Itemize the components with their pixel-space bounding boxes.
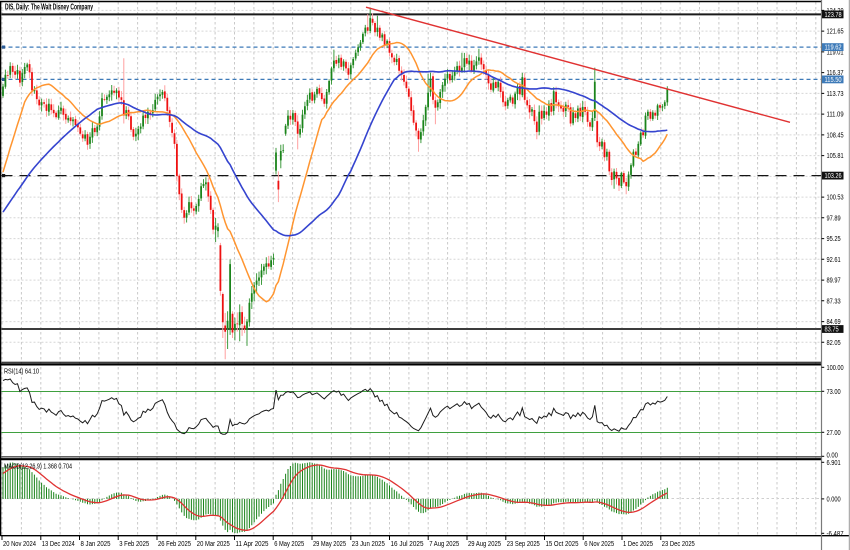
svg-text:MACD(12,26,9) 1.368 0.704: MACD(12,26,9) 1.368 0.704 — [4, 462, 72, 471]
svg-text:20 Mar 2025: 20 Mar 2025 — [197, 539, 230, 548]
svg-text:0.00: 0.00 — [827, 451, 838, 460]
svg-text:26 Feb 2025: 26 Feb 2025 — [158, 539, 191, 548]
svg-text:87.33: 87.33 — [827, 296, 841, 305]
svg-text:8 Jan 2025: 8 Jan 2025 — [81, 539, 111, 548]
svg-text:73.00: 73.00 — [827, 387, 841, 396]
svg-text:23 Dec 2025: 23 Dec 2025 — [662, 539, 695, 548]
svg-text:100.00: 100.00 — [827, 363, 844, 372]
svg-text:23 Sep 2025: 23 Sep 2025 — [507, 539, 540, 548]
svg-text:0.000: 0.000 — [827, 495, 841, 504]
svg-text:6 Nov 2025: 6 Nov 2025 — [584, 539, 614, 548]
svg-text:20 Nov 2024: 20 Nov 2024 — [3, 539, 36, 548]
svg-text:103.26: 103.26 — [825, 171, 842, 180]
svg-text:115.50: 115.50 — [825, 75, 842, 84]
svg-text:11 Apr 2025: 11 Apr 2025 — [236, 539, 269, 548]
svg-text:89.97: 89.97 — [827, 276, 841, 285]
svg-text:6 May 2025: 6 May 2025 — [274, 539, 304, 548]
svg-text:105.81: 105.81 — [827, 151, 844, 160]
svg-text:113.73: 113.73 — [827, 89, 844, 98]
svg-text:121.65: 121.65 — [827, 27, 844, 36]
svg-text:DIS, Daily: The Walt Disney C: DIS, Daily: The Walt Disney Company — [5, 2, 93, 11]
svg-text:1 Dec 2025: 1 Dec 2025 — [623, 539, 653, 548]
svg-text:92.61: 92.61 — [827, 255, 841, 264]
svg-text:108.45: 108.45 — [827, 131, 844, 140]
svg-text:111.09: 111.09 — [827, 110, 844, 119]
svg-text:13 Dec 2024: 13 Dec 2024 — [42, 539, 75, 548]
svg-text:23 Jun 2025: 23 Jun 2025 — [352, 539, 385, 548]
svg-text:29 Aug 2025: 29 Aug 2025 — [468, 539, 501, 548]
svg-text:29 May 2025: 29 May 2025 — [313, 539, 346, 548]
svg-text:-6.487: -6.487 — [827, 529, 844, 538]
svg-text:16 Jul 2025: 16 Jul 2025 — [391, 539, 424, 548]
svg-text:7 Aug 2025: 7 Aug 2025 — [429, 539, 459, 548]
svg-text:119.01: 119.01 — [827, 48, 844, 57]
svg-text:116.37: 116.37 — [827, 68, 844, 77]
svg-text:6.901: 6.901 — [827, 458, 841, 467]
svg-text:84.69: 84.69 — [827, 317, 841, 326]
svg-text:123.78: 123.78 — [825, 10, 842, 19]
svg-text:82.05: 82.05 — [827, 338, 841, 347]
svg-text:3 Feb 2025: 3 Feb 2025 — [119, 539, 149, 548]
svg-text:95.25: 95.25 — [827, 234, 841, 243]
svg-text:27.00: 27.00 — [827, 428, 841, 437]
svg-text:15 Oct 2025: 15 Oct 2025 — [546, 539, 579, 548]
svg-text:83.75: 83.75 — [825, 325, 839, 334]
svg-text:100.53: 100.53 — [827, 193, 844, 202]
svg-text:97.89: 97.89 — [827, 213, 841, 222]
svg-text:RSI(14) 64.10: RSI(14) 64.10 — [4, 367, 39, 376]
svg-text:119.62: 119.62 — [825, 43, 842, 52]
